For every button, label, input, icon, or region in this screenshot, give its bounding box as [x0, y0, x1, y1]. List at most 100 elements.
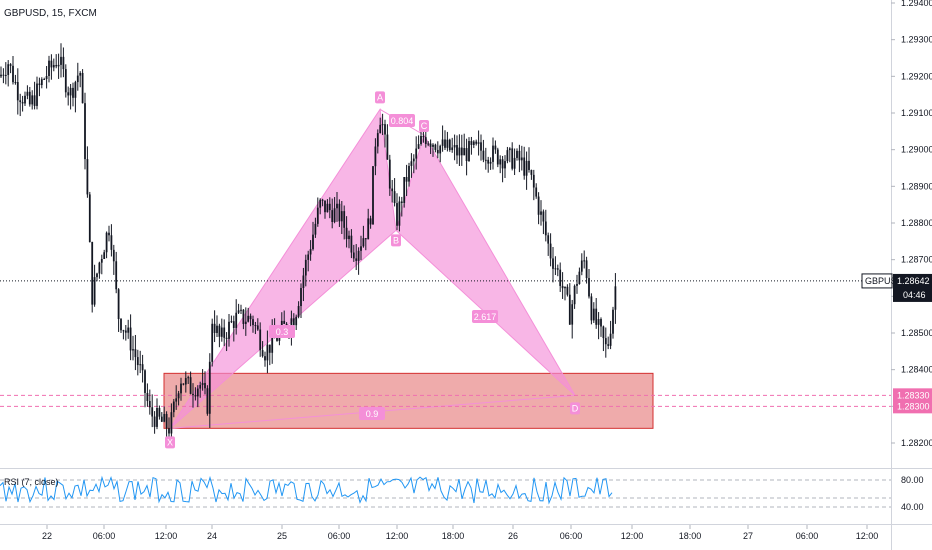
candle-body: [292, 318, 295, 326]
svg-text:1.28642: 1.28642: [897, 276, 930, 286]
candle-body: [0, 74, 2, 77]
candle-body: [578, 271, 581, 284]
candle-body: [64, 69, 67, 93]
candle-body: [28, 91, 31, 105]
candle-body: [199, 385, 202, 389]
candle-body: [362, 238, 365, 247]
candle-body: [134, 349, 137, 358]
candle-body: [300, 287, 302, 307]
time-tick-label: 18:00: [679, 531, 702, 541]
candle-body: [172, 401, 175, 413]
candle-body: [19, 100, 22, 103]
price-tick-label: 1.28800: [901, 218, 932, 228]
time-tick-label: 18:00: [442, 531, 465, 541]
candle-body: [266, 344, 269, 361]
rsi-indicator-label[interactable]: RSI (7, close): [4, 477, 59, 487]
candle-body: [50, 60, 53, 68]
candle-body: [88, 194, 91, 243]
candle-body: [448, 139, 451, 150]
price-tick-label: 1.28700: [901, 255, 932, 265]
candle-body: [355, 258, 358, 261]
candle-body: [48, 60, 50, 77]
price-axis[interactable]: 1.29400 1.29300 1.29200 1.29100 1.29000 1.289…: [861, 0, 932, 512]
candle-body: [105, 232, 108, 253]
time-tick-label: 06:00: [328, 531, 351, 541]
price-tick-label: 1.29100: [901, 108, 932, 118]
candle-body: [259, 329, 262, 351]
candle-body: [103, 252, 106, 259]
candle-body: [508, 148, 511, 151]
candle-body: [559, 269, 562, 286]
svg-text:0.9: 0.9: [366, 409, 379, 419]
svg-text:1.28330: 1.28330: [897, 390, 930, 400]
candle-body: [16, 82, 19, 101]
candle-body: [264, 356, 266, 361]
candle-body: [612, 309, 614, 334]
price-tick-label: 1.29000: [901, 145, 932, 155]
candle-body: [544, 221, 547, 236]
candle-body: [446, 139, 449, 148]
candle-body: [333, 208, 336, 223]
candle-body: [201, 382, 204, 386]
candle-body: [472, 141, 475, 145]
candle-body: [12, 65, 14, 83]
target-zone-rectangle[interactable]: [163, 372, 654, 429]
candle-body: [84, 103, 86, 160]
candle-body: [237, 310, 240, 313]
candle-body: [576, 283, 578, 286]
svg-text:D: D: [572, 403, 579, 413]
candle-body: [62, 56, 65, 70]
candle-body: [496, 149, 499, 165]
pattern-triangle-bcd[interactable]: [395, 133, 576, 396]
pattern-ratio-label: 0.3: [269, 325, 295, 338]
candle-body: [228, 321, 230, 339]
candle-body: [585, 260, 588, 279]
candle-body: [297, 306, 300, 317]
candle-body: [369, 218, 372, 225]
time-tick-label: 12:00: [621, 531, 644, 541]
level-price-label: 1.28300: [893, 399, 932, 414]
candle-body: [520, 157, 523, 161]
candle-body: [21, 102, 24, 104]
candle-body: [532, 174, 535, 188]
candle-body: [187, 377, 190, 379]
candle-body: [513, 157, 516, 169]
svg-text:04:46: 04:46: [903, 290, 926, 300]
candle-body: [124, 330, 127, 333]
candle-body: [607, 344, 610, 346]
candle-body: [436, 149, 439, 154]
candle-body: [122, 330, 125, 332]
candle-body: [211, 323, 214, 362]
candle-body: [295, 316, 298, 326]
candle-body: [422, 136, 425, 138]
candle-body: [597, 319, 600, 325]
candle-body: [45, 76, 48, 79]
candle-body: [52, 65, 55, 68]
candle-body: [600, 319, 602, 327]
candle-body: [74, 82, 77, 98]
candle-body: [427, 143, 430, 145]
svg-text:0.804: 0.804: [391, 116, 414, 126]
candle-body: [417, 144, 420, 149]
candle-body: [189, 377, 192, 394]
candle-body: [163, 413, 166, 422]
svg-text:1.28300: 1.28300: [897, 401, 930, 411]
candle-body: [434, 144, 437, 150]
candle-body: [384, 124, 386, 135]
candle-body: [115, 261, 118, 290]
candle-body: [566, 286, 569, 295]
candle-body: [470, 141, 473, 145]
time-axis[interactable]: 22 06:00 12:00 24 25 06:00 12:00 18:00 26 06:00 12…: [42, 525, 878, 541]
candle-body: [31, 95, 34, 105]
candle-body: [324, 200, 326, 213]
candle-body: [261, 350, 264, 357]
candle-body: [350, 235, 353, 253]
candle-body: [518, 150, 521, 161]
candle-body: [396, 203, 398, 226]
candle-body: [72, 87, 74, 98]
time-tick-label: 06:00: [560, 531, 583, 541]
candle-body: [242, 309, 245, 324]
time-tick-label: 12:00: [155, 531, 178, 541]
candle-body: [206, 388, 209, 414]
